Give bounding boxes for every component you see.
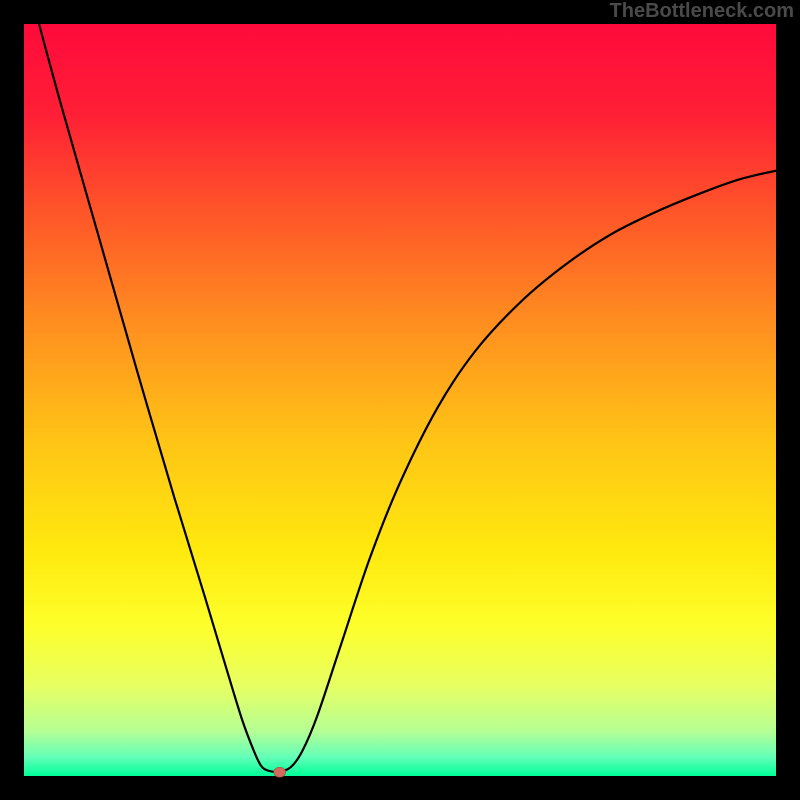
chart-container: TheBottleneck.com xyxy=(0,0,800,800)
bottleneck-chart xyxy=(0,0,800,800)
plot-background xyxy=(24,24,776,776)
minimum-marker xyxy=(274,767,286,777)
attribution-label: TheBottleneck.com xyxy=(610,0,794,23)
